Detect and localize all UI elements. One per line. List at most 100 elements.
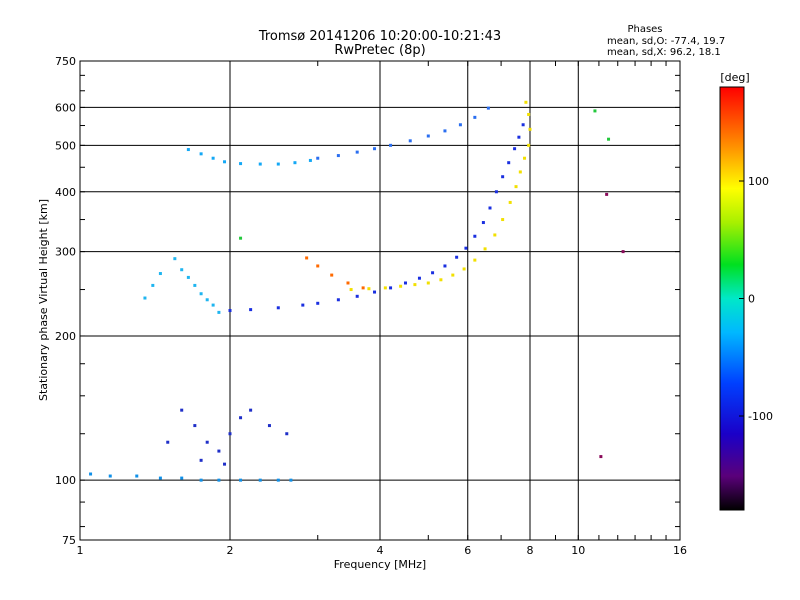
data-point <box>494 190 498 194</box>
x-tick-label: 10 <box>571 544 585 557</box>
data-point <box>223 160 227 164</box>
data-point <box>217 449 221 453</box>
stats-header: Phases <box>627 24 662 35</box>
data-point <box>336 298 340 302</box>
data-point <box>346 281 350 285</box>
data-point <box>186 275 190 279</box>
data-point <box>205 440 209 444</box>
data-point <box>267 424 271 428</box>
data-point <box>508 200 512 204</box>
data-point <box>373 147 377 151</box>
data-point <box>473 234 477 238</box>
data-point <box>89 472 93 476</box>
stats-line-o: mean, sd,O: -77.4, 19.7 <box>607 36 725 47</box>
data-point <box>258 162 262 166</box>
data-point <box>593 109 597 113</box>
data-point <box>143 296 147 300</box>
data-point <box>367 287 371 291</box>
data-point <box>389 286 393 290</box>
data-point <box>389 143 393 147</box>
x-tick-label: 16 <box>673 544 687 557</box>
y-tick-label: 75 <box>62 534 76 547</box>
y-axis-label: Stationary phase Virtual Height [km] <box>37 199 50 401</box>
data-point <box>276 162 280 166</box>
data-point <box>135 474 139 478</box>
data-point <box>501 175 505 179</box>
data-point <box>199 152 203 156</box>
data-point <box>523 156 527 160</box>
data-point <box>249 408 253 412</box>
data-point <box>239 162 243 166</box>
x-tick-label: 8 <box>527 544 534 557</box>
data-point <box>239 236 243 240</box>
data-point <box>205 298 209 302</box>
x-axis-label: Frequency [MHz] <box>334 558 426 571</box>
data-point <box>180 476 184 480</box>
stats-line-x: mean, sd,X: 96.2, 18.1 <box>607 47 721 58</box>
y-tick-label: 300 <box>55 246 76 259</box>
data-point <box>166 440 170 444</box>
data-point <box>276 306 280 310</box>
colorbar-label: [deg] <box>720 71 749 84</box>
data-point <box>483 247 487 251</box>
data-point <box>473 258 477 262</box>
data-point <box>605 192 609 196</box>
data-point <box>439 278 443 282</box>
data-point <box>451 273 455 277</box>
y-tick-label: 200 <box>55 330 76 343</box>
data-point <box>517 135 521 139</box>
data-point <box>431 271 435 275</box>
data-point <box>524 100 528 104</box>
data-point <box>501 218 505 222</box>
data-point <box>308 158 312 162</box>
data-point <box>403 281 407 285</box>
data-point <box>417 276 421 280</box>
data-point <box>186 148 190 152</box>
data-point <box>316 156 320 160</box>
data-point <box>528 127 532 131</box>
plot-area: 1 2 4 6 8 10 16 75 100 200 300 400 500 600 750 <box>55 55 687 557</box>
data-point <box>217 478 221 482</box>
data-point <box>336 154 340 158</box>
data-point <box>488 206 492 210</box>
data-point <box>239 416 243 420</box>
data-point <box>426 281 430 285</box>
y-tick-label: 750 <box>55 55 76 68</box>
x-tick-label: 4 <box>377 544 384 557</box>
data-point <box>151 283 155 287</box>
data-point <box>193 424 197 428</box>
data-point <box>301 303 305 307</box>
data-point <box>108 474 112 478</box>
data-point <box>413 283 417 287</box>
data-point <box>217 310 221 314</box>
data-point <box>383 286 387 290</box>
data-point <box>462 267 466 271</box>
data-point <box>493 233 497 237</box>
data-point <box>285 432 289 436</box>
data-point <box>330 273 334 277</box>
data-point <box>158 272 162 276</box>
data-point <box>521 123 525 127</box>
y-tick-label: 600 <box>55 101 76 114</box>
x-tick-label: 6 <box>464 544 471 557</box>
data-point <box>458 123 462 127</box>
data-point <box>228 309 232 313</box>
data-point <box>228 432 232 436</box>
data-point <box>464 246 468 250</box>
data-point <box>239 478 243 482</box>
data-point <box>373 290 377 294</box>
data-point <box>621 250 625 254</box>
data-point <box>349 288 353 292</box>
colorbar-tick-label: 100 <box>748 175 769 188</box>
y-tick-label: 500 <box>55 139 76 152</box>
colorbar: 100 0 -100 <box>719 86 773 511</box>
data-point <box>223 462 227 466</box>
data-point <box>481 221 485 225</box>
y-tick-label: 100 <box>55 474 76 487</box>
y-tick-label: 400 <box>55 186 76 199</box>
data-point <box>173 257 177 261</box>
data-point <box>507 161 511 165</box>
data-point <box>443 129 447 133</box>
data-point <box>355 150 359 154</box>
data-point <box>293 161 297 165</box>
